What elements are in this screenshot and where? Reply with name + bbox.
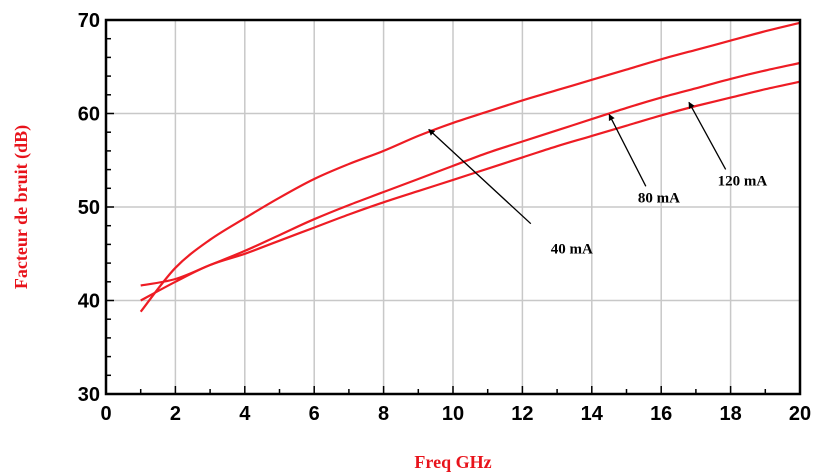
annotation-label: 80 mA [638, 190, 680, 206]
annotation-label: 120 mA [718, 173, 768, 189]
y-tick-label: 30 [78, 384, 100, 406]
plot-frame [104, 18, 802, 396]
series-line-40-ma [139, 21, 801, 313]
y-tick-labels: 30 40 50 60 70 [78, 10, 100, 406]
x-tick-label: 18 [719, 403, 741, 425]
x-tick-label: 0 [100, 403, 111, 425]
x-tick-label: 20 [789, 403, 811, 425]
annotation-arrow [688, 101, 727, 170]
annotation-arrow [428, 128, 532, 225]
y-tick-label: 40 [78, 291, 100, 313]
x-tick-label: 16 [650, 403, 672, 425]
grid-lines [105, 19, 801, 395]
y-tick-label: 60 [78, 104, 100, 126]
x-tick-labels: 0 2 4 6 8 10 12 14 16 18 20 [100, 403, 811, 425]
x-tick-label: 2 [170, 403, 181, 425]
annotation-label: 40 mA [551, 242, 593, 258]
x-axis-title: Freq GHz [414, 452, 491, 472]
annotations: 40 mA 80 mA 120 mA [428, 101, 768, 258]
x-tick-label: 8 [378, 403, 389, 425]
x-tick-label: 4 [239, 403, 251, 425]
x-tick-label: 6 [309, 403, 320, 425]
annotation-arrow [608, 113, 647, 187]
series-line-80-ma [140, 61, 801, 287]
x-tick-label: 12 [511, 403, 533, 425]
series-line-120-ma [140, 80, 801, 302]
y-tick-label: 70 [78, 10, 100, 32]
x-tick-label: 10 [442, 403, 464, 425]
y-tick-label: 50 [78, 197, 100, 219]
x-tick-label: 14 [581, 403, 604, 425]
y-axis-title: Facteur de bruit (dB) [11, 125, 32, 289]
